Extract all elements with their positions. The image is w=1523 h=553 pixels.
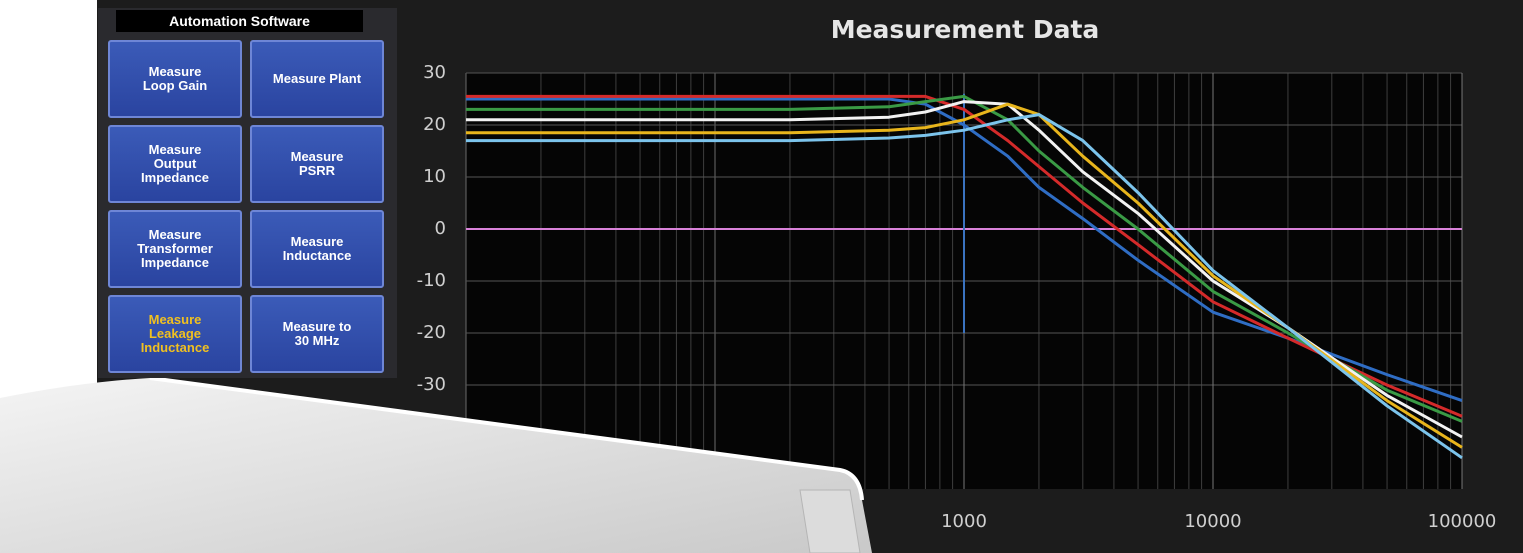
y-tick-label: 20 — [423, 114, 446, 135]
button-panel: Automation Software Measure Loop Gain Mea… — [98, 8, 397, 378]
measure-button[interactable]: Measure Leakage Inductance — [108, 295, 242, 373]
data-line — [466, 113, 1463, 460]
y-tick-label: 10 — [423, 166, 446, 187]
measure-button[interactable]: Measure Plant — [250, 40, 384, 118]
measure-button[interactable]: Measure PSRR — [250, 125, 384, 203]
device-edge — [149, 376, 864, 501]
measure-button[interactable]: Measure Inductance — [250, 210, 384, 288]
panel-title: Automation Software — [116, 10, 363, 32]
y-tick-label: -20 — [417, 322, 446, 343]
y-tick-label: 0 — [435, 218, 446, 239]
measure-button[interactable]: Measure Output Impedance — [108, 125, 242, 203]
data-line — [466, 97, 1463, 403]
x-tick-label: 100000 — [1428, 511, 1497, 532]
y-tick-label: 30 — [423, 62, 446, 83]
data-line — [466, 100, 1463, 439]
device-handle — [799, 489, 861, 553]
chart-title: Measurement Data — [831, 15, 1100, 44]
data-line — [466, 102, 1463, 449]
x-tick-label: 10000 — [1184, 511, 1241, 532]
data-line — [466, 94, 1463, 423]
device — [0, 378, 872, 553]
y-tick-label: -30 — [417, 374, 446, 395]
measure-button[interactable]: Measure Transformer Impedance — [108, 210, 242, 288]
measure-button[interactable]: Measure Loop Gain — [108, 40, 242, 118]
x-tick-label: 1000 — [941, 511, 987, 532]
measure-button[interactable]: Measure to 30 MHz — [250, 295, 384, 373]
y-tick-label: -10 — [417, 270, 446, 291]
